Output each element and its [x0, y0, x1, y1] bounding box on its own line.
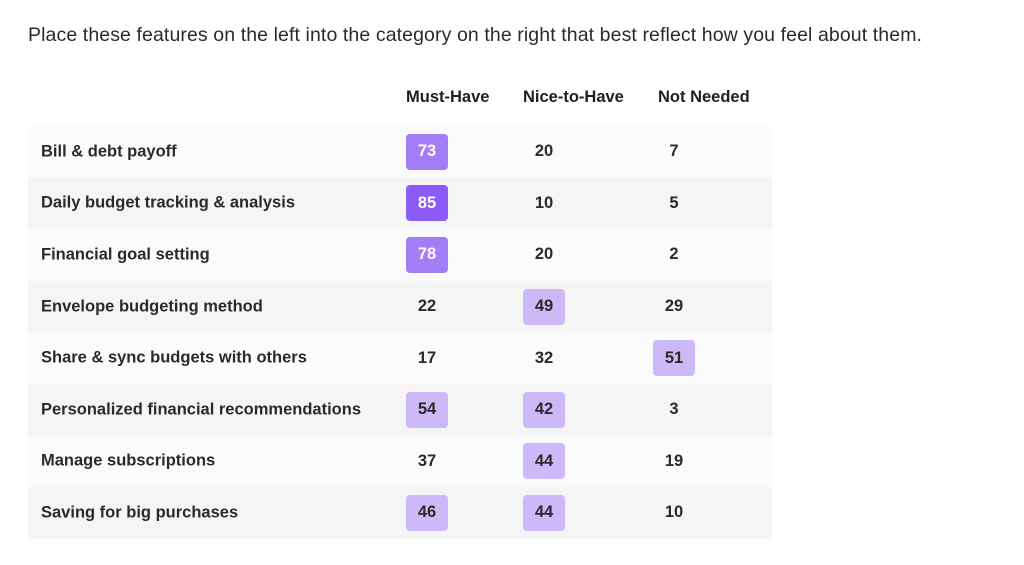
table-row: Daily budget tracking & analysis 85 10 5: [28, 177, 772, 230]
row-label: Daily budget tracking & analysis: [41, 193, 295, 212]
value-cell-not-needed: 19: [664, 451, 684, 470]
column-header-not-needed: Not Needed: [658, 88, 750, 106]
row-label: Personalized financial recommendations: [41, 400, 362, 419]
column-header-must-have: Must-Have: [406, 88, 490, 106]
value-cell-not-needed: 2: [669, 245, 679, 264]
table-row: Financial goal setting 78 20 2: [28, 229, 772, 281]
value-cell-not-needed: 51: [653, 340, 695, 377]
value-cell-must-have: 22: [417, 297, 437, 316]
value-cell-must-have: 85: [406, 185, 448, 222]
table-row: Manage subscriptions 37 44 19: [28, 435, 772, 488]
value-cell-nice-to-have: 20: [534, 142, 554, 161]
row-label: Financial goal setting: [41, 245, 210, 264]
table-body: Bill & debt payoff 73 20 7 Daily budget trac…: [28, 126, 772, 539]
value-cell-must-have: 17: [417, 348, 437, 367]
value-cell-nice-to-have: 20: [534, 245, 554, 264]
value-cell-nice-to-have: 42: [523, 391, 565, 428]
results-table: Must-Have Nice-to-Have Not Needed Bill &…: [28, 78, 772, 539]
value-cell-nice-to-have: 10: [534, 193, 554, 212]
value-cell-must-have: 46: [406, 494, 448, 531]
table-row: Bill & debt payoff 73 20 7: [28, 126, 772, 178]
value-cell-must-have: 73: [406, 133, 448, 170]
table-header-row: Must-Have Nice-to-Have Not Needed: [28, 78, 772, 126]
survey-prompt: Place these features on the left into th…: [28, 24, 923, 46]
value-cell-must-have: 37: [417, 451, 437, 470]
table-row: Saving for big purchases 46 44 10: [28, 487, 772, 539]
value-cell-nice-to-have: 44: [523, 443, 565, 480]
table-row: Personalized financial recommendations 54…: [28, 383, 772, 436]
row-label: Bill & debt payoff: [41, 142, 177, 161]
column-header-nice-to-have: Nice-to-Have: [523, 88, 624, 106]
value-cell-nice-to-have: 49: [523, 288, 565, 325]
row-label: Saving for big purchases: [41, 503, 239, 522]
row-label: Share & sync budgets with others: [41, 348, 307, 367]
value-cell-not-needed: 10: [664, 503, 684, 522]
table-row: Share & sync budgets with others 17 32 51: [28, 332, 772, 384]
value-cell-must-have: 78: [406, 236, 448, 273]
value-cell-must-have: 54: [406, 391, 448, 428]
table-row: Envelope budgeting method 22 49 29: [28, 280, 772, 333]
value-cell-not-needed: 29: [664, 297, 684, 316]
value-cell-not-needed: 3: [669, 400, 679, 419]
value-cell-nice-to-have: 44: [523, 494, 565, 531]
value-cell-not-needed: 5: [669, 193, 679, 212]
row-label: Manage subscriptions: [41, 451, 216, 470]
value-cell-nice-to-have: 32: [534, 348, 554, 367]
row-label: Envelope budgeting method: [41, 297, 263, 316]
value-cell-not-needed: 7: [669, 142, 679, 161]
